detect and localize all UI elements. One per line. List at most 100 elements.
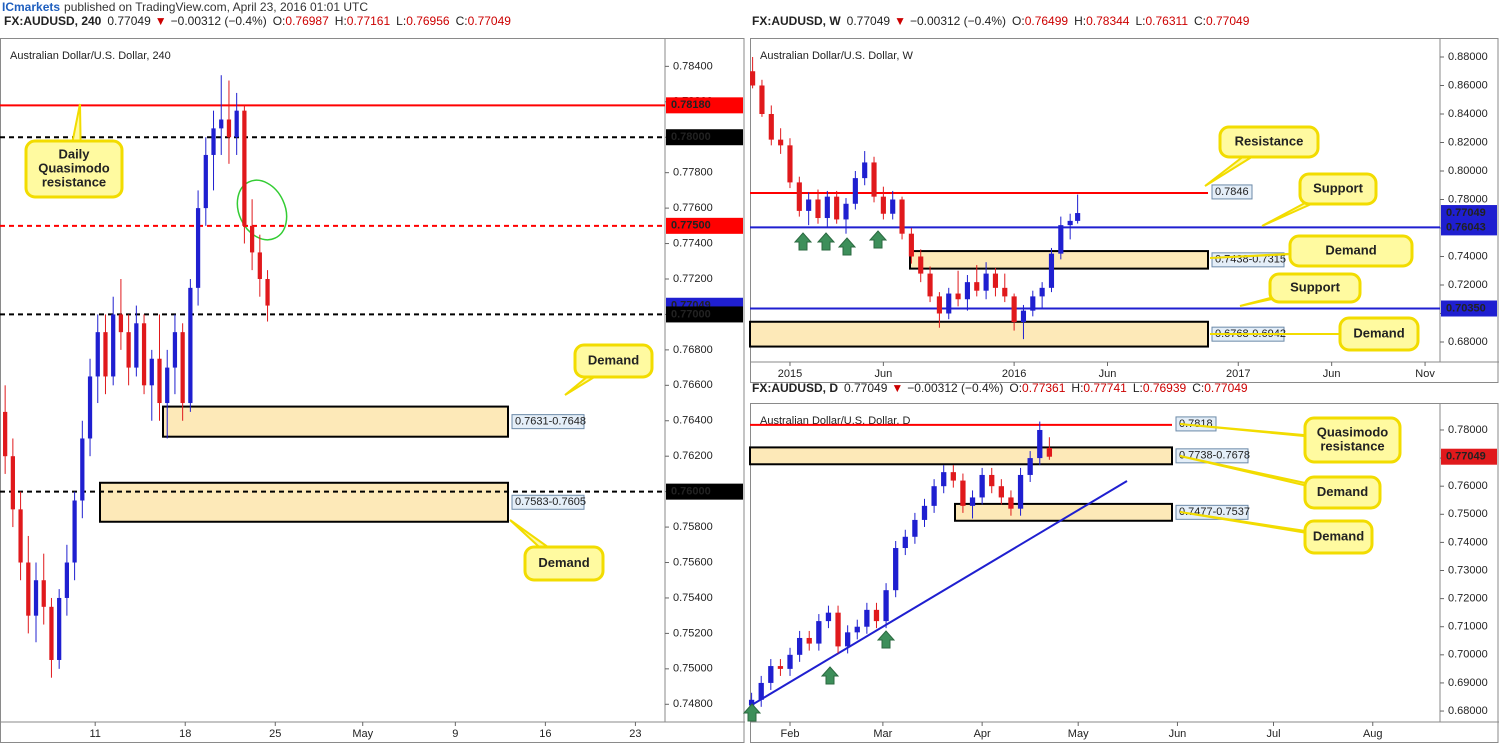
candle-body [960, 480, 966, 506]
green-arrow [868, 230, 888, 249]
callout-box [1303, 416, 1402, 464]
chart-header: FX:AUDUSD, W 0.77049 ▼ −0.00312 (−0.4%) O:0.… [752, 14, 1250, 28]
y-tick-label: 0.76200 [673, 450, 713, 462]
callout-text: Quasimodo [1317, 424, 1389, 439]
chart-title: Australian Dollar/U.S. Dollar, W [760, 50, 913, 62]
candle-body [226, 119, 232, 138]
y-tick-label: 0.76400 [673, 415, 713, 427]
candle-body [778, 139, 784, 146]
candle-body [845, 632, 851, 647]
candle-body [1039, 287, 1045, 297]
ohlc-label: H: [335, 14, 347, 28]
callout-text: Demand [1325, 242, 1376, 257]
candle-body [890, 199, 896, 214]
x-tick-label: May [1068, 728, 1089, 740]
candle-body [806, 637, 812, 644]
candle-body [3, 411, 8, 457]
callout-box [1298, 172, 1378, 206]
x-tick-label: 2017 [1226, 368, 1250, 380]
candle-body [974, 282, 980, 291]
zone-label: 0.7631-0.7648 [515, 416, 586, 428]
candle-body [931, 486, 937, 506]
candle-body [1048, 253, 1055, 288]
x-tick-label: May [352, 728, 373, 740]
candle-body [908, 233, 914, 257]
y-tick-label: 0.74000 [1448, 250, 1488, 262]
callout-box [573, 343, 654, 379]
y-tick-label: 0.72000 [1448, 279, 1488, 291]
brand: ICmarkets [2, 0, 60, 14]
demand-zone [909, 250, 1209, 270]
chart-title: Australian Dollar/U.S. Dollar, D [760, 415, 910, 427]
candle-body [936, 296, 942, 314]
x-tick-label: Jul [1266, 728, 1280, 740]
price-tag-label: 0.76000 [671, 486, 711, 498]
green-arrow [820, 666, 840, 685]
y-tick-label: 0.76600 [673, 379, 713, 391]
callout-box [1338, 316, 1420, 352]
change: −0.00312 (−0.4%) [910, 14, 1006, 28]
callout-box [1268, 272, 1362, 304]
candle-body [899, 199, 905, 234]
price-tag-label: 0.70350 [1446, 302, 1486, 314]
ohlc-value: 0.77361 [1022, 381, 1066, 395]
candle-body [806, 199, 812, 211]
candle-body [880, 196, 886, 214]
candle-body [758, 682, 764, 700]
candle-body [1020, 310, 1027, 323]
x-tick-label: Mar [873, 728, 892, 740]
candle-body [249, 225, 255, 253]
ohlc-value: 0.76956 [406, 14, 450, 28]
candle-body [1017, 474, 1024, 509]
candle-body [946, 293, 952, 314]
y-tick-label: 0.77800 [673, 167, 713, 179]
callout-text: Resistance [1235, 133, 1304, 148]
callout-box [1218, 125, 1320, 159]
candle-body [33, 580, 39, 616]
x-tick-label: Aug [1363, 728, 1383, 740]
symbol: FX:AUDUSD, 240 [4, 14, 102, 28]
candle-body [998, 486, 1004, 498]
y-tick-label: 0.77400 [673, 237, 713, 249]
candle-body [964, 282, 970, 300]
ohlc-value: 0.77161 [347, 14, 391, 28]
candle-body [787, 654, 793, 669]
last-price: 0.77049 [107, 14, 151, 28]
price-tag [666, 483, 743, 500]
y-tick-label: 0.75800 [673, 521, 713, 533]
demand-zone [99, 481, 509, 523]
change: −0.00312 (−0.4%) [171, 14, 267, 28]
candle-body [768, 666, 774, 683]
candle-body [873, 609, 880, 622]
green-arrow [876, 630, 896, 649]
candle-body [211, 128, 216, 155]
y-tick-label: 0.69000 [1448, 677, 1488, 689]
x-tick-label: Jun [1323, 368, 1341, 380]
candle-body [750, 71, 756, 86]
ohlc-value: 0.76939 [1143, 381, 1187, 395]
banner: ICmarkets published on TradingView.com, A… [2, 0, 368, 14]
y-tick-label: 0.74000 [1448, 536, 1488, 548]
candle-body [815, 199, 821, 219]
zone-label: 0.7738-0.7678 [1179, 450, 1250, 462]
ohlc-label: O: [1012, 14, 1025, 28]
x-tick-label: Jun [1099, 368, 1117, 380]
ohlc-label: O: [1009, 381, 1022, 395]
zone-label: 0.7583-0.7605 [515, 496, 586, 508]
candle-body [992, 273, 999, 288]
highlight-circle [236, 179, 288, 241]
price-tag-label: 0.78000 [671, 131, 711, 143]
price-tag [666, 129, 743, 146]
candle-body [1002, 287, 1008, 297]
y-tick-label: 0.77200 [673, 273, 713, 285]
x-tick-label: 9 [452, 728, 458, 740]
zone-label-box [511, 494, 585, 510]
y-tick-label: 0.76800 [673, 344, 713, 356]
candle-body [912, 519, 918, 537]
ohlc-value: 0.77049 [468, 14, 512, 28]
x-tick-label: Jun [874, 368, 892, 380]
x-tick-label: Feb [781, 728, 800, 740]
candle-body [165, 367, 170, 404]
candle-body [103, 332, 108, 377]
